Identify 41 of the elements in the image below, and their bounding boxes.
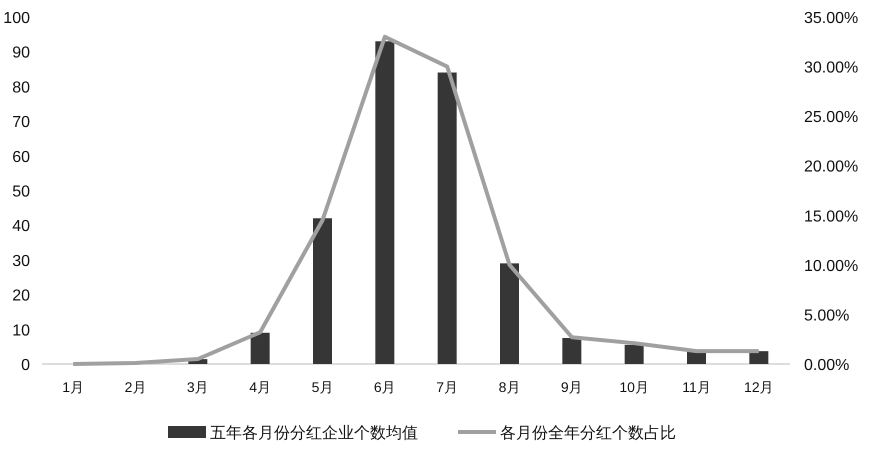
y2-tick-label: 20.00% — [804, 158, 858, 176]
x-tick-label: 4月 — [249, 379, 272, 395]
y2-tick-label: 15.00% — [804, 208, 858, 226]
bar — [438, 72, 457, 364]
y-tick-label: 50 — [12, 184, 30, 200]
y-tick-label: 20 — [12, 288, 30, 305]
x-tick-label: 8月 — [498, 379, 520, 395]
bar — [749, 351, 768, 364]
y-tick-label: 100 — [3, 10, 30, 27]
x-tick-label: 2月 — [124, 379, 146, 395]
y-tick-label: 70 — [12, 114, 30, 132]
y-tick-label: 40 — [12, 218, 30, 236]
y-tick-label: 90 — [12, 44, 30, 62]
bar — [500, 263, 519, 364]
x-tick-label: 9月 — [560, 379, 583, 395]
bar — [624, 344, 644, 364]
legend-label: 各月份全年分红个数占比 — [500, 424, 676, 442]
bar — [375, 41, 394, 364]
bar — [562, 338, 582, 364]
x-tick-label: 3月 — [186, 379, 209, 395]
y2-tick-label: 5.00% — [804, 307, 850, 324]
y2-tick-label: 10.00% — [804, 258, 858, 275]
x-tick-label: 10月 — [619, 379, 649, 395]
y2-tick-label: 0.00% — [804, 357, 850, 374]
x-tick-label: 1月 — [62, 379, 84, 395]
y2-tick-label: 25.00% — [804, 109, 858, 126]
x-tick-label: 11月 — [682, 379, 711, 395]
y-tick-label: 30 — [12, 252, 30, 270]
y2-tick-label: 35.00% — [804, 10, 858, 27]
bar — [313, 218, 332, 364]
y-tick-label: 60 — [12, 148, 30, 166]
bar — [250, 332, 270, 364]
x-tick-label: 6月 — [374, 379, 396, 395]
x-tick-label: 7月 — [436, 379, 458, 395]
x-tick-label: 12月 — [744, 379, 774, 395]
y-tick-label: 0 — [21, 357, 30, 374]
y2-tick-label: 30.00% — [804, 60, 858, 77]
legend-label: 五年各月份分红企业个数均值 — [210, 424, 418, 442]
y-tick-label: 80 — [12, 79, 30, 96]
x-tick-label: 5月 — [312, 379, 334, 395]
y-tick-label: 10 — [12, 322, 30, 340]
